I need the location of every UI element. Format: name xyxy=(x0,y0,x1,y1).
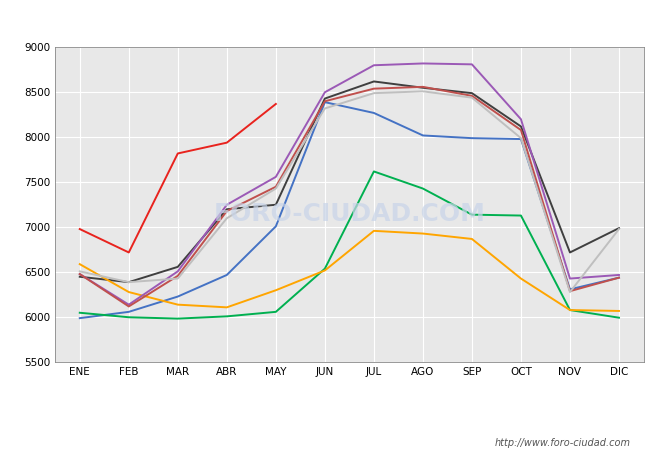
Text: http://www.foro-ciudad.com: http://www.foro-ciudad.com xyxy=(495,438,630,448)
Text: Afiliados en Calella a 31/5/2024: Afiliados en Calella a 31/5/2024 xyxy=(182,12,468,31)
Text: FORO-CIUDAD.COM: FORO-CIUDAD.COM xyxy=(213,202,486,226)
